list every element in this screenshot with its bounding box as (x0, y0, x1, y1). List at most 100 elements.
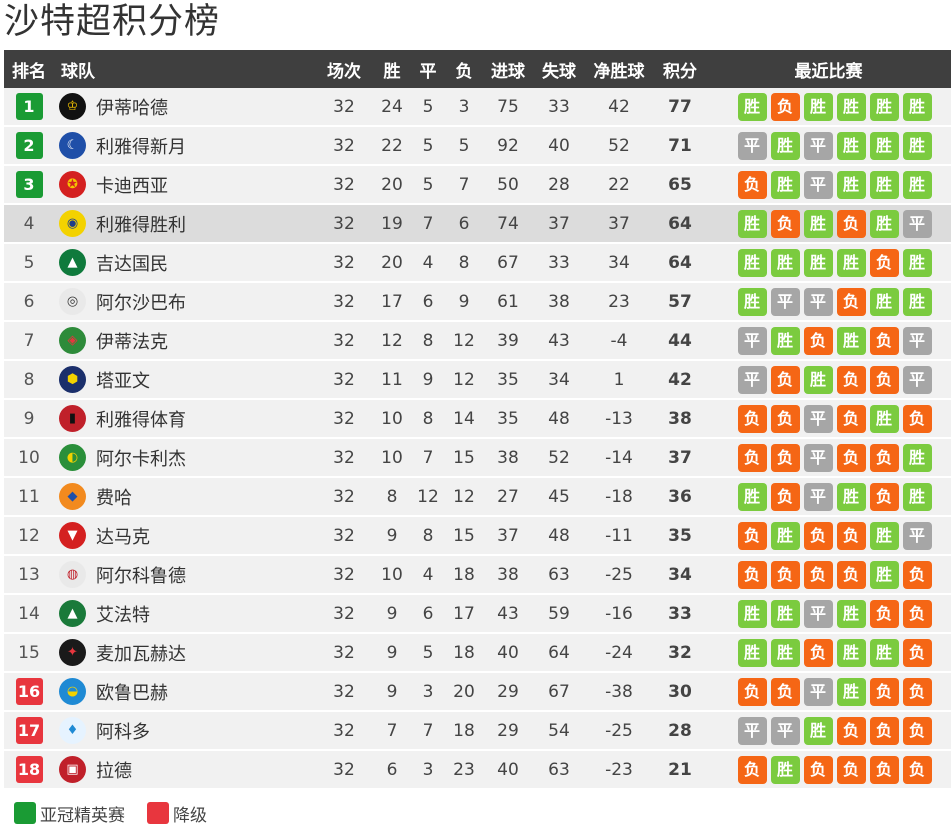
form-result-chip[interactable]: 胜 (902, 248, 932, 277)
header-goals-against[interactable]: 失球 (534, 50, 584, 88)
form-result-chip[interactable]: 胜 (836, 599, 866, 628)
form-result-chip[interactable]: 负 (770, 365, 800, 394)
form-result-chip[interactable]: 胜 (836, 326, 866, 355)
form-result-chip[interactable]: 负 (869, 443, 899, 472)
team-cell[interactable]: ◐ 阿尔卡利杰 (54, 438, 314, 478)
form-result-chip[interactable]: 胜 (869, 404, 899, 433)
table-row[interactable]: 7 ◈ 伊蒂法克 32 12 8 12 39 43 -4 44 平胜负胜负平 (4, 321, 951, 361)
form-result-chip[interactable]: 负 (836, 755, 866, 784)
form-result-chip[interactable]: 平 (902, 209, 932, 238)
form-result-chip[interactable]: 胜 (869, 170, 899, 199)
form-result-chip[interactable]: 负 (770, 482, 800, 511)
form-result-chip[interactable]: 胜 (902, 287, 932, 316)
team-cell[interactable]: ◆ 费哈 (54, 477, 314, 517)
form-result-chip[interactable]: 负 (869, 599, 899, 628)
team-cell[interactable]: ▣ 拉德 (54, 750, 314, 790)
form-result-chip[interactable]: 负 (902, 404, 932, 433)
form-result-chip[interactable]: 平 (902, 365, 932, 394)
table-row[interactable]: 16 ◒ 欧鲁巴赫 32 9 3 20 29 67 -38 30 负负平胜负负 (4, 672, 951, 712)
form-result-chip[interactable]: 胜 (902, 482, 932, 511)
form-result-chip[interactable]: 负 (770, 443, 800, 472)
form-result-chip[interactable]: 负 (902, 716, 932, 745)
form-result-chip[interactable]: 胜 (869, 131, 899, 160)
header-points[interactable]: 积分 (654, 50, 706, 88)
form-result-chip[interactable]: 胜 (869, 560, 899, 589)
form-result-chip[interactable]: 胜 (737, 92, 767, 121)
table-row[interactable]: 12 ▼ 达马克 32 9 8 15 37 48 -11 35 负胜负负胜平 (4, 516, 951, 556)
team-name[interactable]: 阿尔科鲁德 (96, 565, 186, 587)
table-row[interactable]: 13 ◍ 阿尔科鲁德 32 10 4 18 38 63 -25 34 负负负负胜负 (4, 555, 951, 595)
form-result-chip[interactable]: 胜 (836, 482, 866, 511)
header-played[interactable]: 场次 (314, 50, 374, 88)
form-result-chip[interactable]: 胜 (770, 521, 800, 550)
form-result-chip[interactable]: 负 (836, 560, 866, 589)
form-result-chip[interactable]: 平 (737, 131, 767, 160)
form-result-chip[interactable]: 负 (902, 755, 932, 784)
header-rank[interactable]: 排名 (4, 50, 54, 88)
form-result-chip[interactable]: 胜 (836, 638, 866, 667)
form-result-chip[interactable]: 负 (737, 755, 767, 784)
team-name[interactable]: 伊蒂法克 (96, 331, 168, 353)
team-name[interactable]: 塔亚文 (96, 370, 150, 392)
team-name[interactable]: 拉德 (96, 760, 132, 782)
team-name[interactable]: 艾法特 (96, 604, 150, 626)
team-cell[interactable]: ▮ 利雅得体育 (54, 399, 314, 439)
form-result-chip[interactable]: 负 (902, 677, 932, 706)
form-result-chip[interactable]: 胜 (902, 443, 932, 472)
form-result-chip[interactable]: 负 (869, 482, 899, 511)
form-result-chip[interactable]: 胜 (836, 248, 866, 277)
form-result-chip[interactable]: 负 (902, 560, 932, 589)
table-row[interactable]: 4 ◉ 利雅得胜利 32 19 7 6 74 37 37 64 胜负胜负胜平 (4, 204, 951, 244)
form-result-chip[interactable]: 胜 (803, 716, 833, 745)
form-result-chip[interactable]: 负 (869, 677, 899, 706)
team-cell[interactable]: ◎ 阿尔沙巴布 (54, 282, 314, 322)
form-result-chip[interactable]: 胜 (803, 92, 833, 121)
team-cell[interactable]: ◈ 伊蒂法克 (54, 321, 314, 361)
form-result-chip[interactable]: 负 (770, 92, 800, 121)
form-result-chip[interactable]: 胜 (869, 521, 899, 550)
form-result-chip[interactable]: 胜 (869, 287, 899, 316)
table-row[interactable]: 10 ◐ 阿尔卡利杰 32 10 7 15 38 52 -14 37 负负平负负胜 (4, 438, 951, 478)
form-result-chip[interactable]: 负 (803, 326, 833, 355)
team-cell[interactable]: ⬢ 塔亚文 (54, 360, 314, 400)
form-result-chip[interactable]: 胜 (836, 170, 866, 199)
form-result-chip[interactable]: 平 (770, 287, 800, 316)
table-row[interactable]: 9 ▮ 利雅得体育 32 10 8 14 35 48 -13 38 负负平负胜负 (4, 399, 951, 439)
team-name[interactable]: 费哈 (96, 487, 132, 509)
team-name[interactable]: 伊蒂哈德 (96, 97, 168, 119)
team-cell[interactable]: ✪ 卡迪西亚 (54, 165, 314, 205)
table-row[interactable]: 1 ♔ 伊蒂哈德 32 24 5 3 75 33 42 77 胜负胜胜胜胜 (4, 88, 951, 127)
form-result-chip[interactable]: 负 (770, 404, 800, 433)
team-cell[interactable]: ✦ 麦加瓦赫达 (54, 633, 314, 673)
form-result-chip[interactable]: 负 (869, 716, 899, 745)
form-result-chip[interactable]: 胜 (836, 131, 866, 160)
team-cell[interactable]: ♦ 阿科多 (54, 711, 314, 751)
team-name[interactable]: 利雅得胜利 (96, 214, 186, 236)
form-result-chip[interactable]: 胜 (902, 92, 932, 121)
form-result-chip[interactable]: 胜 (770, 170, 800, 199)
form-result-chip[interactable]: 胜 (836, 92, 866, 121)
form-result-chip[interactable]: 胜 (737, 599, 767, 628)
table-row[interactable]: 5 ▲ 吉达国民 32 20 4 8 67 33 34 64 胜胜胜胜负胜 (4, 243, 951, 283)
table-row[interactable]: 8 ⬢ 塔亚文 32 11 9 12 35 34 1 42 平负胜负负平 (4, 360, 951, 400)
header-lost[interactable]: 负 (446, 50, 482, 88)
form-result-chip[interactable]: 负 (836, 404, 866, 433)
table-row[interactable]: 2 ☾ 利雅得新月 32 22 5 5 92 40 52 71 平胜平胜胜胜 (4, 126, 951, 166)
form-result-chip[interactable]: 胜 (902, 170, 932, 199)
form-result-chip[interactable]: 平 (737, 716, 767, 745)
team-name[interactable]: 麦加瓦赫达 (96, 643, 186, 665)
form-result-chip[interactable]: 平 (803, 287, 833, 316)
form-result-chip[interactable]: 负 (869, 365, 899, 394)
form-result-chip[interactable]: 胜 (737, 287, 767, 316)
form-result-chip[interactable]: 胜 (770, 326, 800, 355)
header-goals-for[interactable]: 进球 (482, 50, 534, 88)
form-result-chip[interactable]: 负 (836, 365, 866, 394)
form-result-chip[interactable]: 胜 (869, 92, 899, 121)
form-result-chip[interactable]: 平 (803, 170, 833, 199)
form-result-chip[interactable]: 平 (902, 326, 932, 355)
form-result-chip[interactable]: 平 (803, 677, 833, 706)
form-result-chip[interactable]: 胜 (737, 209, 767, 238)
form-result-chip[interactable]: 平 (737, 365, 767, 394)
table-row[interactable]: 17 ♦ 阿科多 32 7 7 18 29 54 -25 28 平平胜负负负 (4, 711, 951, 751)
form-result-chip[interactable]: 负 (803, 755, 833, 784)
